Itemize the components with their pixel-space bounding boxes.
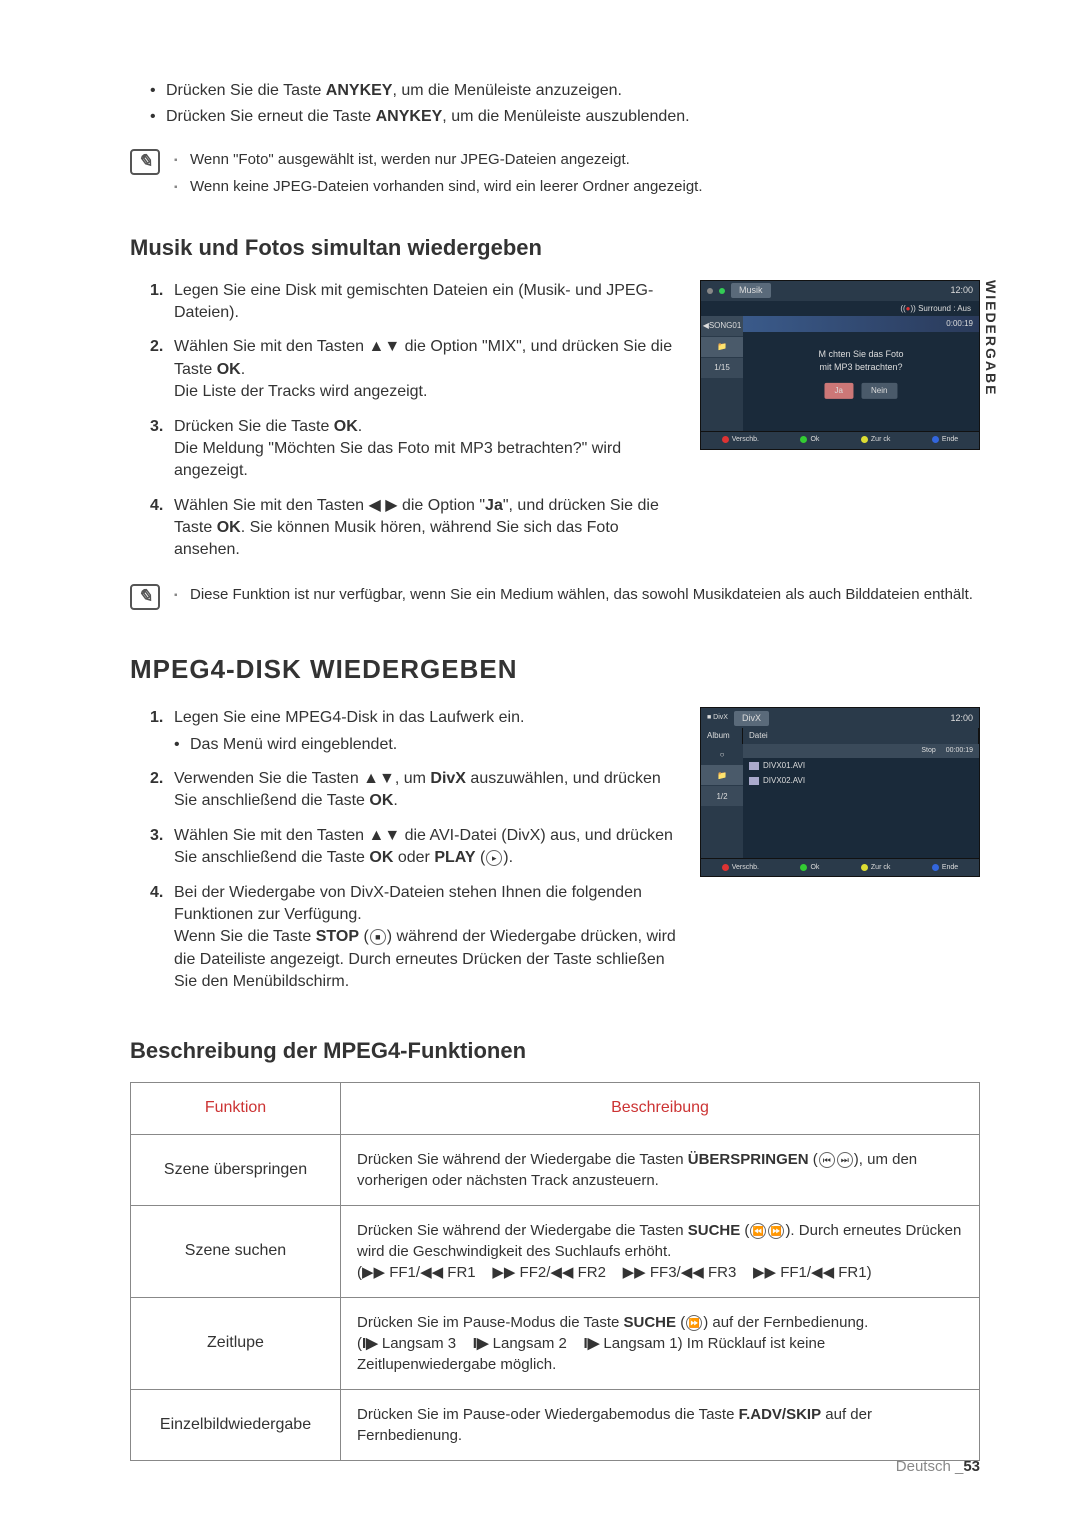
side-tab: WIEDERGABE xyxy=(980,280,1000,396)
table-cell-description: Drücken Sie im Pause-oder Wiedergabemodu… xyxy=(341,1389,980,1460)
table-row: Szene suchenDrücken Sie während der Wied… xyxy=(131,1205,980,1297)
table-row: ZeitlupeDrücken Sie im Pause-Modus die T… xyxy=(131,1297,980,1389)
step-item: Legen Sie eine MPEG4-Disk in das Laufwer… xyxy=(150,707,680,756)
table-header-beschreibung: Beschreibung xyxy=(341,1083,980,1134)
top-bullet-item: Drücken Sie erneut die Taste ANYKEY, um … xyxy=(150,106,980,128)
note-block-1: ✎ Wenn "Foto" ausgewählt ist, werden nur… xyxy=(130,149,980,203)
note-icon: ✎ xyxy=(130,149,160,175)
sc2-folder-icon: 📁 xyxy=(701,765,743,785)
sc1-footer: Verschb. Ok Zur ck Ende xyxy=(701,431,979,449)
section1-steps: Legen Sie eine Disk mit gemischten Datei… xyxy=(150,280,680,562)
sc1-folder-icon: 📁 xyxy=(701,337,743,357)
sc2-footer: Verschb. Ok Zur ck Ende xyxy=(701,858,979,876)
sc2-col-album: Album xyxy=(701,728,743,744)
table-cell-description: Drücken Sie während der Wiedergabe die T… xyxy=(341,1134,980,1205)
note-icon: ✎ xyxy=(130,584,160,610)
table-cell-function: Zeitlupe xyxy=(131,1297,341,1389)
sub-item: Das Menü wird eingeblendet. xyxy=(174,734,680,756)
step-item: Bei der Wiedergabe von DivX-Dateien steh… xyxy=(150,882,680,994)
step-item: Verwenden Sie die Tasten ▲▼, um DivX aus… xyxy=(150,768,680,813)
sc1-dialog-l1: M chten Sie das Foto xyxy=(818,348,903,361)
section2-title: MPEG4-DISK WIEDERGEBEN xyxy=(130,651,980,687)
sc1-btn-yes[interactable]: Ja xyxy=(825,383,853,398)
screenshot-music: Musik 12:00 ((●)) Surround : Aus ◀ SONG0… xyxy=(700,280,980,450)
step-item: Drücken Sie die Taste OK.Die Meldung "Mö… xyxy=(150,416,680,483)
step-item: Wählen Sie mit den Tasten ▲▼ die AVI-Dat… xyxy=(150,825,680,870)
table-cell-function: Szene suchen xyxy=(131,1205,341,1297)
sc2-side-count: 1/2 xyxy=(701,786,743,806)
sc1-dialog-l2: mit MP3 betrachten? xyxy=(818,361,903,374)
file-row[interactable]: DIVX02.AVI xyxy=(743,773,979,788)
mpeg4-functions-table: Funktion Beschreibung Szene überspringen… xyxy=(130,1082,980,1460)
section2-steps: Legen Sie eine MPEG4-Disk in das Laufwer… xyxy=(150,707,680,993)
sc1-counter: 0:00:19 xyxy=(946,318,973,329)
top-bullet-list: Drücken Sie die Taste ANYKEY, um die Men… xyxy=(150,80,980,129)
sc2-col-datei: Datei xyxy=(743,728,979,744)
note-item: Wenn "Foto" ausgewählt ist, werden nur J… xyxy=(174,149,703,170)
step-item: Legen Sie eine Disk mit gemischten Datei… xyxy=(150,280,680,325)
table-cell-description: Drücken Sie im Pause-Modus die Taste SUC… xyxy=(341,1297,980,1389)
screenshot-divx: ■ DivX DivX 12:00 Album Datei ○ 📁 1/2 St… xyxy=(700,707,980,877)
section1-title: Musik und Fotos simultan wiedergeben xyxy=(130,233,980,264)
sc1-top-label: Musik xyxy=(731,283,771,298)
table-cell-function: Szene überspringen xyxy=(131,1134,341,1205)
note-list-2: Diese Funktion ist nur verfügbar, wenn S… xyxy=(174,584,973,611)
step-item: Wählen Sie mit den Tasten ▲▼ die Option … xyxy=(150,336,680,403)
sc1-surround: Surround : Aus xyxy=(918,304,971,313)
sc2-top-label: DivX xyxy=(734,711,769,726)
note-list-1: Wenn "Foto" ausgewählt ist, werden nur J… xyxy=(174,149,703,203)
table-header-funktion: Funktion xyxy=(131,1083,341,1134)
top-bullet-item: Drücken Sie die Taste ANYKEY, um die Men… xyxy=(150,80,980,102)
file-row[interactable]: DIVX01.AVI xyxy=(743,758,979,773)
sc2-time: 12:00 xyxy=(950,712,973,725)
page-footer: Deutsch _53 xyxy=(896,1456,980,1477)
sc1-side-count: 1/15 xyxy=(701,358,743,378)
sc1-side-song: ◀ SONG01 xyxy=(701,316,743,336)
sc1-time: 12:00 xyxy=(950,284,973,297)
sc2-status-stop: Stop xyxy=(921,746,935,756)
table-row: EinzelbildwiedergabeDrücken Sie im Pause… xyxy=(131,1389,980,1460)
table-cell-function: Einzelbildwiedergabe xyxy=(131,1389,341,1460)
sc1-btn-no[interactable]: Nein xyxy=(861,383,897,398)
note-block-2: ✎ Diese Funktion ist nur verfügbar, wenn… xyxy=(130,584,980,611)
table-row: Szene überspringenDrücken Sie während de… xyxy=(131,1134,980,1205)
step-item: Wählen Sie mit den Tasten ◀ ▶ die Option… xyxy=(150,495,680,562)
sc2-status-time: 00:00:19 xyxy=(946,746,973,756)
table-cell-description: Drücken Sie während der Wiedergabe die T… xyxy=(341,1205,980,1297)
section3-title: Beschreibung der MPEG4-Funktionen xyxy=(130,1036,980,1067)
note-item: Wenn keine JPEG-Dateien vorhanden sind, … xyxy=(174,176,703,197)
